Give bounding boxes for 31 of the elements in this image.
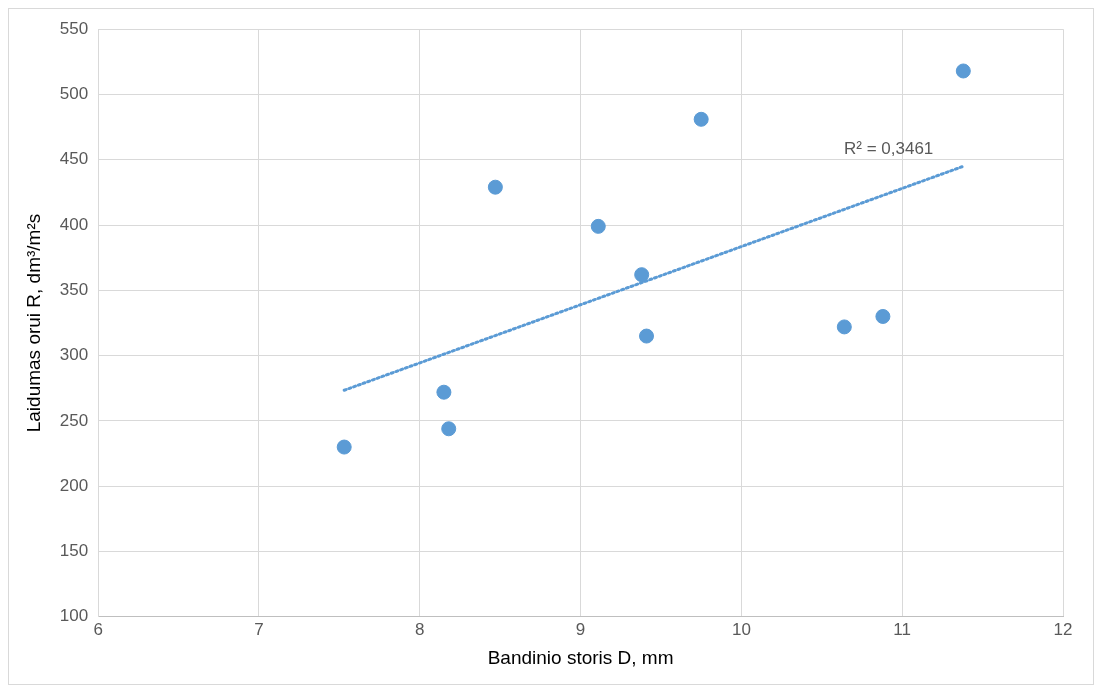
x-tick-label: 6	[93, 619, 103, 639]
annotation: R² = 0,3461	[843, 139, 934, 159]
y-axis-title: Laidumas orui R, dm³/m²s	[22, 213, 44, 433]
point	[590, 218, 606, 234]
point	[634, 267, 650, 283]
y-tick-label: 200	[59, 475, 89, 495]
y-tick-label: 250	[59, 410, 89, 430]
point	[441, 421, 457, 437]
point	[487, 179, 503, 195]
x-tick-label: 12	[1053, 619, 1073, 639]
point	[836, 319, 852, 335]
y-tick-label: 550	[59, 18, 89, 38]
y-tick-label: 350	[59, 280, 89, 300]
x-tick-label: 9	[575, 619, 586, 639]
x-axis-title: Bandinio storis D, mm	[487, 646, 674, 668]
point	[639, 328, 655, 344]
x-tick-label: 11	[893, 619, 912, 639]
point	[955, 63, 971, 79]
x-tick-label: 7	[254, 619, 264, 639]
point	[336, 439, 352, 455]
y-tick-label: 400	[59, 214, 89, 234]
x-tick-label: 10	[731, 619, 751, 639]
y-tick-label: 300	[59, 345, 89, 365]
y-tick-label: 150	[59, 541, 89, 561]
y-tick-label: 100	[59, 606, 89, 626]
y-tick-label: 450	[59, 149, 89, 169]
point	[693, 111, 709, 127]
y-tick-label: 500	[59, 84, 89, 104]
point	[436, 384, 452, 400]
point	[875, 308, 891, 324]
x-tick-label: 8	[415, 619, 425, 639]
